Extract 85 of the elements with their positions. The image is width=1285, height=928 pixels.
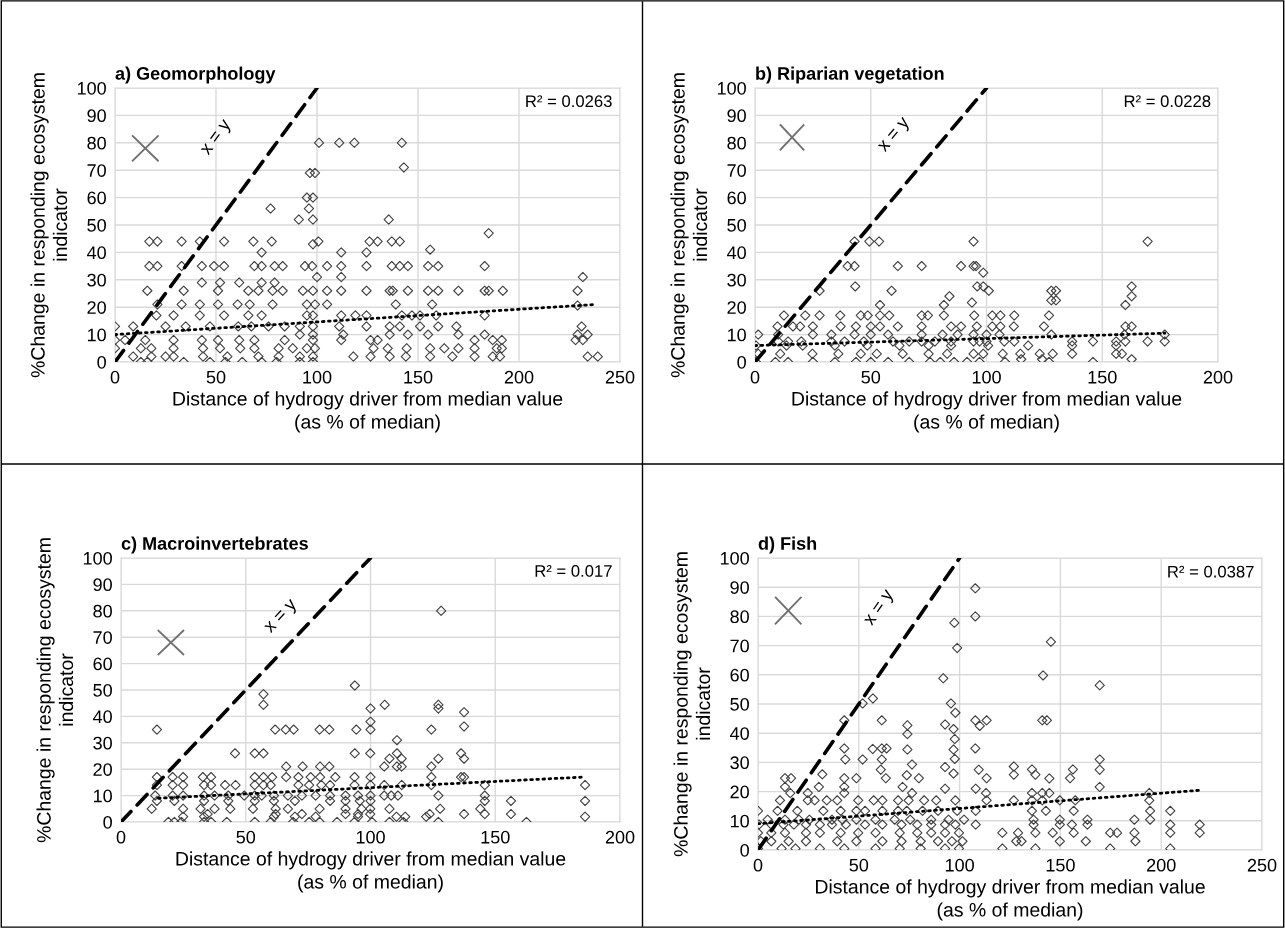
- x-tick-label: 50: [849, 858, 869, 872]
- y-tick-label: 100: [77, 81, 106, 95]
- y-tick-label: 50: [730, 697, 749, 711]
- y-tick-label: 60: [727, 191, 746, 205]
- y-tick-label: 20: [730, 785, 749, 799]
- x-tick-label: 100: [303, 370, 332, 384]
- y-tick-label: 30: [93, 736, 112, 750]
- annotation: x = y: [864, 589, 897, 629]
- y-tick-label: 40: [727, 246, 746, 260]
- y-tick-label: 40: [730, 727, 749, 740]
- x-tick-label: 50: [206, 370, 226, 384]
- chart-title: a) Geomorphology: [115, 66, 276, 84]
- y-tick-label: 100: [720, 551, 749, 565]
- y-tick-label: 80: [730, 610, 749, 624]
- x-axis-title: Distance of hydrogy driver from median value (as % of median): [176, 851, 566, 893]
- x-tick-label: 250: [1247, 858, 1277, 872]
- x-tick-label: 200: [1203, 370, 1233, 384]
- annotation: R² = 0.0387: [1168, 565, 1254, 578]
- y-tick-label: 100: [83, 551, 112, 565]
- y-tick-label: 0: [97, 355, 106, 369]
- x-tick-label: 200: [504, 370, 534, 384]
- x-tick-label: 150: [1046, 858, 1075, 872]
- y-tick-label: 10: [93, 789, 112, 803]
- y-tick-label: 0: [103, 815, 112, 829]
- x-tick-label: 0: [750, 370, 760, 384]
- x-tick-label: 250: [605, 370, 635, 384]
- y-tick-label: 90: [730, 581, 749, 594]
- chart-title: d) Fish: [758, 536, 817, 554]
- x-tick-label: 150: [481, 830, 510, 844]
- y-tick-label: 10: [727, 328, 746, 342]
- y-tick-label: 40: [93, 710, 112, 724]
- y-tick-label: 50: [87, 218, 106, 232]
- y-tick-label: 70: [730, 639, 749, 653]
- annotation: x = y: [264, 598, 301, 636]
- y-tick-label: 30: [730, 756, 749, 770]
- y-tick-label: 100: [717, 81, 746, 95]
- y-tick-label: 50: [93, 683, 112, 697]
- y-axis-title: %Change in responding ecosystem indicator: [673, 552, 711, 857]
- y-tick-label: 90: [87, 109, 106, 123]
- x-tick-label: 150: [1088, 370, 1117, 384]
- y-tick-label: 70: [87, 164, 106, 177]
- annotation: R² = 0.0263: [526, 95, 612, 108]
- x-tick-label: 50: [861, 370, 881, 384]
- y-tick-label: 20: [727, 301, 746, 314]
- chart-title: b) Riparian vegetation: [756, 66, 944, 84]
- y-tick-label: 60: [93, 657, 112, 671]
- y-tick-label: 40: [87, 246, 106, 260]
- chart-title: c) Macroinvertebrates: [121, 536, 308, 554]
- x-axis-title: Distance of hydrogy driver from median value (as % of median): [173, 391, 563, 433]
- y-tick-label: 50: [727, 218, 746, 232]
- y-tick-label: 80: [87, 136, 106, 150]
- y-tick-label: 10: [730, 814, 749, 828]
- x-axis-title: Distance of hydrogy driver from median value (as % of median): [792, 391, 1182, 433]
- y-tick-label: 60: [730, 668, 749, 682]
- x-tick-label: 0: [753, 858, 763, 872]
- x-tick-label: 100: [945, 858, 974, 872]
- y-tick-label: 0: [737, 355, 746, 369]
- y-tick-label: 10: [87, 328, 106, 342]
- y-tick-label: 20: [93, 763, 112, 776]
- x-tick-label: 100: [972, 370, 1001, 384]
- x-tick-label: 200: [1147, 858, 1176, 872]
- x-tick-label: 0: [116, 830, 126, 844]
- y-tick-label: 70: [93, 631, 112, 644]
- y-axis-title: %Change in responding ecosystem indicator: [670, 73, 708, 378]
- y-tick-label: 80: [93, 604, 112, 618]
- y-axis-title: %Change in responding ecosystem indicator: [30, 73, 68, 378]
- y-tick-label: 20: [87, 301, 106, 314]
- y-tick-label: 90: [93, 578, 112, 592]
- y-tick-label: 70: [727, 164, 746, 177]
- annotation: R² = 0.0228: [1124, 95, 1211, 108]
- y-tick-label: 0: [740, 843, 749, 857]
- y-tick-label: 90: [727, 109, 746, 123]
- x-tick-label: 200: [605, 830, 635, 844]
- y-tick-label: 80: [727, 136, 746, 150]
- y-axis-title: %Change in responding ecosystem indicator: [36, 538, 74, 843]
- x-axis-title: Distance of hydrogy driver from median value (as % of median): [816, 879, 1205, 921]
- x-tick-label: 50: [236, 830, 256, 844]
- annotation: x = y: [877, 116, 913, 155]
- x-tick-label: 150: [404, 370, 433, 384]
- y-tick-label: 30: [727, 273, 746, 287]
- x-tick-label: 100: [356, 830, 385, 844]
- annotation: x = y: [200, 118, 235, 158]
- y-tick-label: 60: [87, 191, 106, 205]
- annotation: R² = 0.017: [535, 565, 612, 577]
- y-tick-label: 30: [87, 273, 106, 287]
